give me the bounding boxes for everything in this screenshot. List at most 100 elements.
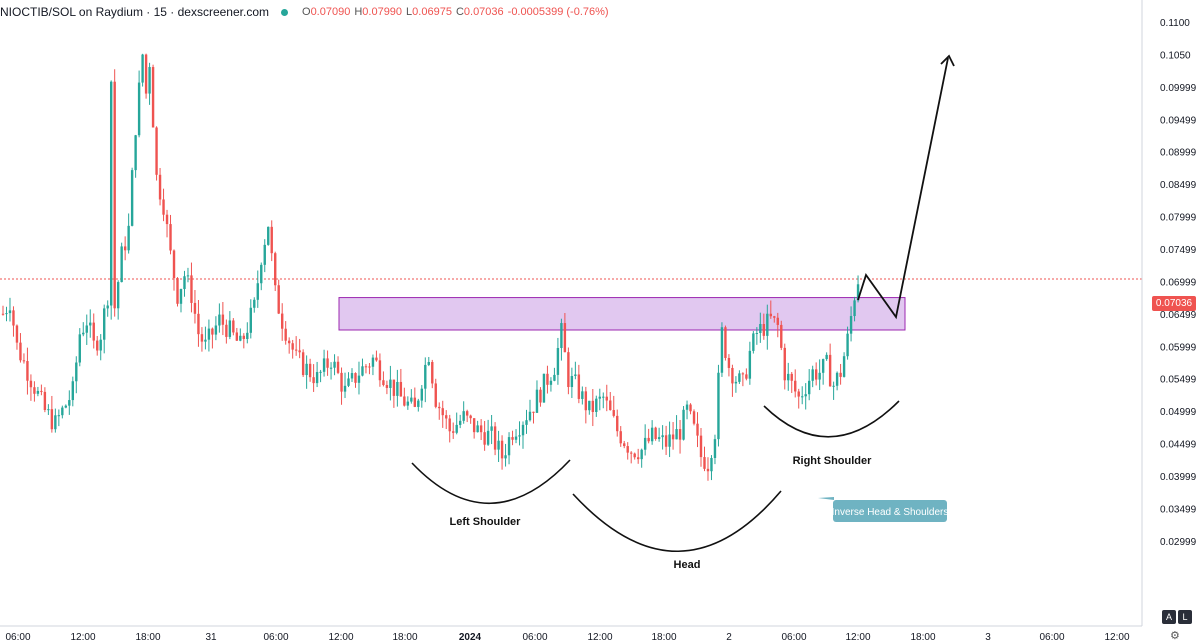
- candle-body: [406, 401, 410, 406]
- candle-body: [137, 82, 141, 136]
- candle-body: [225, 324, 228, 337]
- candle-body: [518, 435, 521, 437]
- candle-body: [776, 317, 779, 325]
- candle-body: [595, 398, 598, 413]
- y-tick-label: 0.1100: [1160, 18, 1190, 29]
- candle-body: [263, 244, 266, 265]
- x-tick-label: 3: [985, 632, 991, 643]
- auto-scale-button[interactable]: A: [1162, 610, 1176, 624]
- candle-body: [619, 431, 622, 444]
- candle-body: [347, 378, 350, 386]
- candle-body: [193, 302, 197, 314]
- candle-body: [12, 310, 15, 326]
- candle-body: [448, 418, 451, 432]
- close-label: C: [455, 6, 464, 18]
- candle-body: [546, 373, 549, 385]
- candle-body: [96, 340, 99, 351]
- candle-body: [710, 457, 713, 472]
- x-tick-label: 06:00: [1039, 632, 1064, 643]
- candle-body: [685, 404, 689, 410]
- candle-body: [773, 316, 776, 318]
- candle-body: [211, 328, 214, 335]
- projection-line: [857, 57, 949, 320]
- candle-body: [465, 411, 469, 416]
- candle-body: [183, 276, 186, 290]
- candle-body: [134, 135, 137, 171]
- candle-body: [33, 387, 36, 394]
- candle-body: [755, 333, 759, 335]
- candle-body: [438, 406, 441, 409]
- log-scale-button[interactable]: L: [1178, 610, 1192, 624]
- candle-body: [528, 411, 532, 421]
- candle-body: [61, 407, 64, 416]
- candle-body: [856, 284, 860, 301]
- candle-body: [287, 340, 291, 344]
- candle-body: [445, 415, 448, 419]
- candle-body: [315, 372, 319, 384]
- x-tick-label: 06:00: [781, 632, 806, 643]
- candle-body: [19, 342, 22, 361]
- gear-icon[interactable]: ⚙: [1170, 630, 1180, 642]
- candle-body: [284, 328, 287, 341]
- candle-body: [43, 391, 47, 410]
- candle-body: [724, 327, 727, 358]
- candle-body: [504, 455, 507, 459]
- candle-body: [731, 367, 734, 384]
- candle-body: [542, 373, 546, 403]
- candle-body: [396, 381, 399, 396]
- y-tick-label: 0.04999: [1160, 407, 1197, 418]
- candle-body: [605, 396, 608, 401]
- candle-body: [452, 431, 455, 433]
- candle-body: [57, 415, 61, 417]
- candle-body: [204, 339, 207, 342]
- candle-body: [127, 225, 130, 251]
- candle-body: [8, 310, 12, 314]
- candle-body: [1, 313, 5, 315]
- candle-body: [479, 425, 483, 433]
- candle-body: [431, 362, 434, 384]
- candle-body: [301, 352, 305, 376]
- candle-body: [846, 333, 849, 357]
- candle-body: [420, 388, 423, 401]
- candle-body: [821, 359, 825, 373]
- candle-body: [277, 285, 280, 314]
- candle-body: [458, 420, 462, 425]
- y-tick-label: 0.08999: [1160, 148, 1197, 159]
- y-tick-label: 0.03499: [1160, 504, 1197, 515]
- candle-body: [172, 250, 176, 279]
- candle-body: [54, 415, 57, 430]
- candle-body: [640, 449, 643, 460]
- y-tick-label: 0.09999: [1160, 83, 1197, 94]
- candle-body: [577, 374, 581, 399]
- candle-body: [591, 400, 595, 413]
- candle-body: [64, 405, 68, 408]
- candle-body: [766, 313, 769, 336]
- candle-body: [807, 380, 811, 395]
- candle-body: [357, 375, 361, 383]
- candle-body: [469, 415, 472, 419]
- head-label: Head: [674, 559, 701, 571]
- candle-body: [343, 385, 347, 392]
- candle-body: [483, 432, 486, 445]
- candle-body: [162, 199, 165, 215]
- callout-label: Inverse Head & Shoulders: [832, 507, 949, 518]
- candle-body: [246, 332, 249, 339]
- candle-body: [570, 375, 574, 388]
- left-shoulder-label: Left Shoulder: [450, 516, 522, 528]
- open-value: 0.07090: [310, 6, 351, 18]
- candle-body: [703, 457, 706, 469]
- candle-body: [612, 410, 615, 416]
- candle-body: [643, 437, 647, 450]
- candle-body: [22, 360, 26, 362]
- candle-body: [218, 314, 221, 326]
- candle-body: [584, 391, 588, 411]
- candle-body: [40, 390, 43, 392]
- resistance-zone: [338, 297, 906, 331]
- x-tick-label: 18:00: [651, 632, 676, 643]
- candle-body: [811, 369, 814, 381]
- candle-body: [5, 313, 8, 315]
- x-tick-label: 12:00: [587, 632, 612, 643]
- candle-body: [410, 397, 413, 402]
- candle-body: [113, 81, 116, 309]
